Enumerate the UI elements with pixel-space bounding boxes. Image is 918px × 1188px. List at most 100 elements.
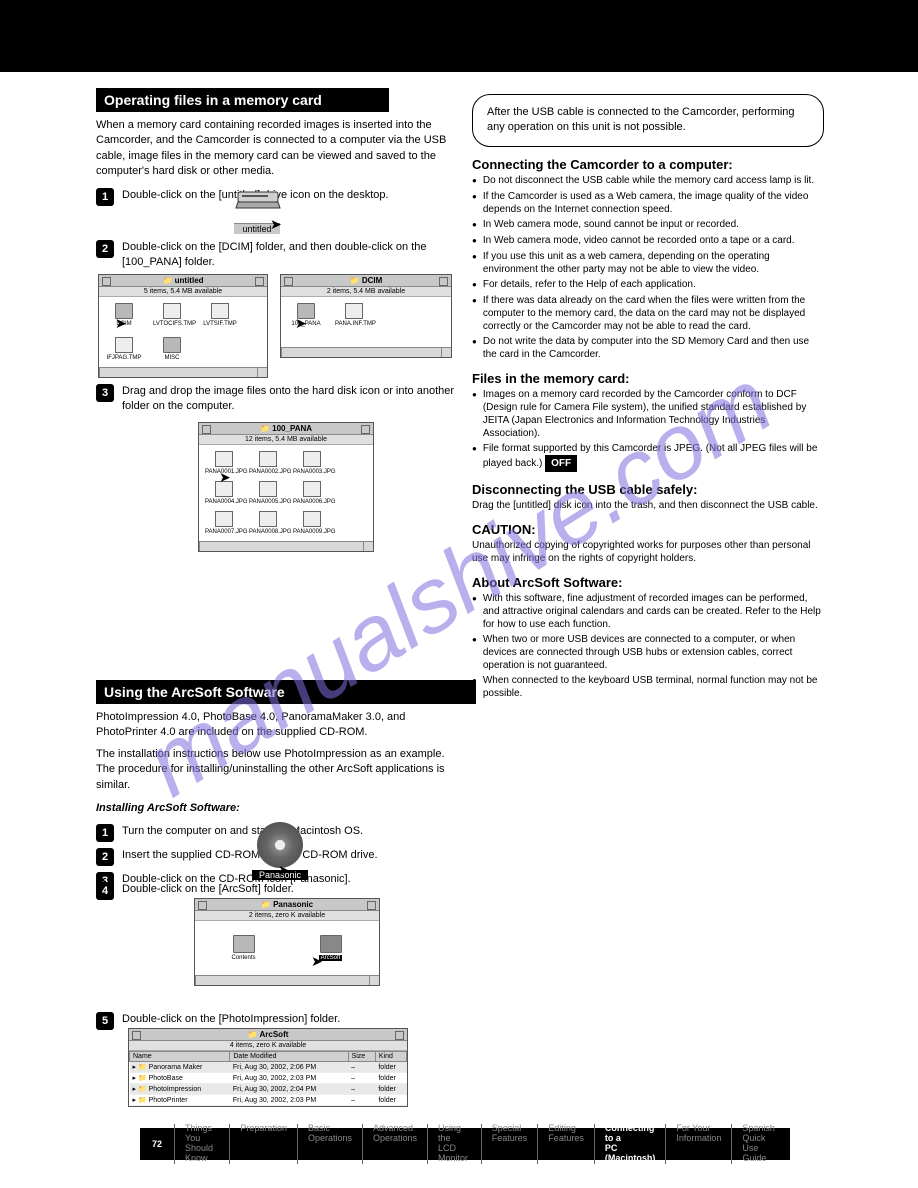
footer-tab[interactable]: BasicOperations	[297, 1124, 362, 1164]
disconnect-text: Drag the [untitled] disk icon into the t…	[472, 499, 824, 512]
footer-nav: 72 Things YouShould KnowPreparationBasic…	[140, 1128, 790, 1160]
window-titlebar[interactable]: 📁 untitled	[99, 275, 267, 287]
window-untitled[interactable]: 📁 untitled 5 items, 5.4 MB available DCI…	[98, 274, 268, 378]
cursor-icon: ➤	[278, 862, 338, 879]
footer-tab[interactable]: SpecialFeatures	[481, 1124, 538, 1164]
step-number: 1	[96, 188, 114, 206]
window-body[interactable]: 100_PANA PANA.INF.TMP ➤	[281, 297, 451, 347]
scrollbar-h[interactable]	[199, 541, 373, 551]
window-status: 12 items, 5.4 MB available	[199, 435, 373, 445]
scrollbar-h[interactable]	[99, 367, 267, 377]
window-body[interactable]: DCIM LVTOCIFS.TMP LVTSIF.TMP IFJPAG.TMP …	[99, 297, 267, 367]
step-text: Double-click on the [DCIM] folder, and t…	[122, 240, 466, 271]
step-number: 5	[96, 1012, 114, 1030]
file-jpg[interactable]: PANA0007.JPG	[205, 511, 243, 535]
window-arcsoft[interactable]: 📁 ArcSoft 4 items, zero K available Name…	[128, 1028, 408, 1107]
section-header-arcsoft: Using the ArcSoft Software	[96, 680, 476, 704]
bullet-item: File format supported by this Camcorder …	[472, 442, 824, 472]
scrollbar-h[interactable]	[195, 975, 379, 985]
step-number: 4	[96, 882, 114, 900]
arcsoft-table[interactable]: Name Date Modified Size Kind ▸ 📁 Panoram…	[129, 1051, 407, 1106]
window-status: 2 items, zero K available	[195, 911, 379, 921]
footer-tab[interactable]: Using theLCD Monitor	[427, 1124, 481, 1164]
window-status: 4 items, zero K available	[129, 1041, 407, 1051]
step-number: 1	[96, 824, 114, 842]
page-top-bar	[0, 0, 918, 72]
bullet-item: Do not write the data by computer into t…	[472, 335, 824, 361]
callout-box: After the USB cable is connected to the …	[472, 94, 824, 147]
window-dcim[interactable]: 📁 DCIM 2 items, 5.4 MB available 100_PAN…	[280, 274, 452, 358]
table-row[interactable]: ▸ 📁 PhotoPrinterFri, Aug 30, 2002, 2:03 …	[130, 1095, 407, 1106]
window-titlebar[interactable]: 📁 DCIM	[281, 275, 451, 287]
bullet-item: When two or more USB devices are connect…	[472, 633, 824, 672]
footer-tab[interactable]: Preparation	[229, 1124, 297, 1164]
right-column: After the USB cable is connected to the …	[472, 94, 824, 702]
file-jpg[interactable]: PANA0003.JPG	[293, 451, 331, 475]
window-titlebar[interactable]: 📁 ArcSoft	[129, 1029, 407, 1041]
file-jpg[interactable]: PANA0002.JPG	[249, 451, 287, 475]
window-100pana[interactable]: 📁 100_PANA 12 items, 5.4 MB available PA…	[198, 422, 374, 552]
bullet-item: Images on a memory card recorded by the …	[472, 388, 824, 440]
table-row[interactable]: ▸ 📁 Panorama MakerFri, Aug 30, 2002, 2:0…	[130, 1062, 407, 1073]
col-date[interactable]: Date Modified	[230, 1052, 348, 1062]
folder-contents[interactable]: Contents	[220, 935, 268, 961]
section1-intro: When a memory card containing recorded i…	[96, 118, 466, 180]
file-item[interactable]: LVTSIF.TMP	[201, 303, 239, 327]
bullet-item: When connected to the keyboard USB termi…	[472, 674, 824, 700]
off-key-label: OFF	[545, 455, 577, 472]
caution-text: Unauthorized copying of copyrighted work…	[472, 539, 824, 565]
heading-usb-driver: Files in the memory card:	[472, 371, 824, 386]
window-titlebar[interactable]: 📁 100_PANA	[199, 423, 373, 435]
step-3: 3 Drag and drop the image files onto the…	[96, 384, 466, 415]
window-body[interactable]: Contents ArcSoft ➤	[195, 921, 379, 975]
step-2: 2 Double-click on the [DCIM] folder, and…	[96, 240, 466, 271]
footer-tab[interactable]: Things YouShould Know	[174, 1124, 229, 1164]
bullet-item: With this software, fine adjustment of r…	[472, 592, 824, 631]
install-heading: Installing ArcSoft Software:	[96, 801, 466, 816]
file-jpg[interactable]: PANA0008.JPG	[249, 511, 287, 535]
arcsoft-intro-2: The installation instructions below use …	[96, 747, 466, 793]
window-body[interactable]: Name Date Modified Size Kind ▸ 📁 Panoram…	[129, 1051, 407, 1106]
bullet-item: If there was data already on the card wh…	[472, 294, 824, 333]
page-number: 72	[152, 1139, 162, 1149]
col-name[interactable]: Name	[130, 1052, 230, 1062]
file-item[interactable]: PANA.INF.TMP	[335, 303, 373, 341]
folder-misc[interactable]: MISC	[153, 337, 191, 361]
file-jpg[interactable]: PANA0009.JPG	[293, 511, 331, 535]
col-size[interactable]: Size	[348, 1052, 375, 1062]
window-titlebar[interactable]: 📁 Panasonic	[195, 899, 379, 911]
footer-tab[interactable]: For YourInformation	[665, 1124, 731, 1164]
table-row[interactable]: ▸ 📁 PhotoBaseFri, Aug 30, 2002, 2:03 PM–…	[130, 1073, 407, 1084]
window-status: 5 items, 5.4 MB available	[99, 287, 267, 297]
window-panasonic-cd[interactable]: 📁 Panasonic 2 items, zero K available Co…	[194, 898, 380, 986]
cursor-icon: ➤	[115, 315, 127, 332]
file-item[interactable]: LVTOCIFS.TMP	[153, 303, 191, 327]
footer-tab[interactable]: Spanish QuickUse Guide	[731, 1124, 790, 1164]
window-status: 2 items, 5.4 MB available	[281, 287, 451, 297]
step-text: Drag and drop the image files onto the h…	[122, 384, 466, 415]
scrollbar-h[interactable]	[281, 347, 451, 357]
step-number: 2	[96, 848, 114, 866]
table-row[interactable]: ▸ 📁 PhotoImpressionFri, Aug 30, 2002, 2:…	[130, 1084, 407, 1095]
arcsoft-intro-1: PhotoImpression 4.0, PhotoBase 4.0, Pano…	[96, 710, 466, 741]
heading-connecting: Connecting the Camcorder to a computer:	[472, 157, 824, 172]
heading-arcsoft: About ArcSoft Software:	[472, 575, 824, 590]
cursor-icon: ➤	[295, 315, 307, 332]
section-header-operating-files: Operating files in a memory card	[96, 88, 389, 112]
col-kind[interactable]: Kind	[375, 1052, 406, 1062]
cursor-icon: ➤	[311, 953, 323, 970]
file-jpg[interactable]: PANA0006.JPG	[293, 481, 331, 505]
bullet-item: If the Camcorder is used as a Web camera…	[472, 190, 824, 216]
bullet-item: For details, refer to the Help of each a…	[472, 278, 824, 292]
file-jpg[interactable]: PANA0005.JPG	[249, 481, 287, 505]
cursor-icon: ➤	[270, 216, 282, 233]
window-body[interactable]: PANA0001.JPG PANA0002.JPG PANA0003.JPG P…	[199, 445, 373, 541]
step-number: 3	[96, 384, 114, 402]
footer-tab[interactable]: Connecting to aPC (Macintosh)	[594, 1124, 666, 1164]
file-item[interactable]: IFJPAG.TMP	[105, 337, 143, 361]
footer-tab[interactable]: AdvancedOperations	[362, 1124, 427, 1164]
step-number: 2	[96, 240, 114, 258]
cursor-icon: ➤	[219, 469, 231, 486]
footer-tab[interactable]: EditingFeatures	[537, 1124, 594, 1164]
bullet-item: In Web camera mode, video cannot be reco…	[472, 234, 824, 248]
